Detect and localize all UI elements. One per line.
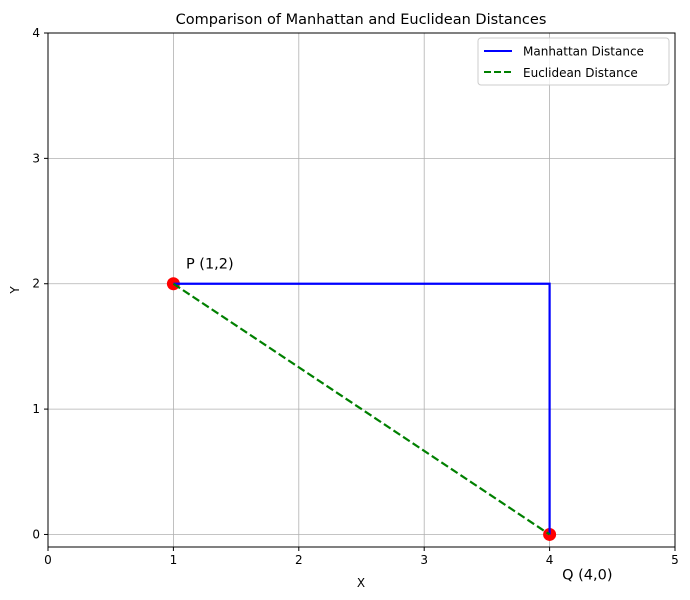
x-tick-label: 3 [420,553,428,567]
y-tick-label: 0 [32,527,40,541]
point-label: P (1,2) [186,257,234,273]
legend: Manhattan Distance Euclidean Distance [477,37,670,86]
x-tick-label: 2 [295,553,303,567]
y-tick-label: 4 [32,26,40,40]
series-line [173,282,551,535]
x-tick-label: 5 [671,553,679,567]
plot-frame [47,32,676,548]
legend-label-euclidean: Euclidean Distance [523,66,638,80]
chart-title: Comparison of Manhattan and Euclidean Di… [176,12,547,28]
x-tick-label: 0 [44,553,52,567]
x-tick-label: 4 [546,553,554,567]
point-labels: P (1,2) Q (4,0) [186,257,613,584]
y-tick-label: 1 [32,402,40,416]
y-tick-label: 2 [32,277,40,291]
legend-label-manhattan: Manhattan Distance [523,45,644,59]
grid [47,32,676,547]
point-label: Q (4,0) [562,568,612,584]
series-lines [172,282,551,536]
series-line [172,282,551,536]
ticks: 0 1 2 3 4 5 0 1 2 3 4 [32,26,678,567]
x-tick-label: 1 [170,553,178,567]
y-tick-label: 3 [32,151,40,165]
y-axis-label: Y [8,286,22,295]
x-axis-label: X [357,576,365,590]
